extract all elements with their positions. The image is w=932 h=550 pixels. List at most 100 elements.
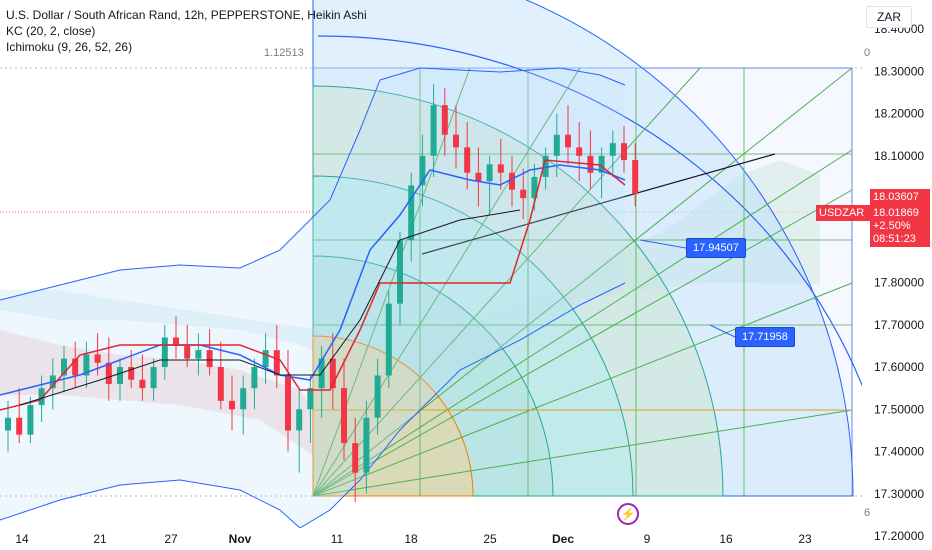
candle-body: [94, 354, 101, 363]
candle-body: [598, 155, 605, 173]
time-tick-label: 21: [93, 532, 107, 546]
chikou-line: [19, 209, 521, 406]
candle-body: [621, 143, 627, 161]
keltner-fill: [0, 68, 625, 528]
time-axis[interactable]: 14 21 27 Nov 11 18 25 Dec 9 16 23: [15, 532, 812, 546]
gann-fan-line-6: [312, 67, 471, 497]
time-tick-label: 11: [331, 532, 344, 546]
ichimoku-cloud: [0, 160, 820, 460]
candle-body: [408, 185, 415, 241]
candle-body: [217, 367, 224, 401]
keltner-upper: [0, 67, 626, 301]
keltner-channel: [0, 67, 626, 528]
price-tick-label: 17.40000: [874, 445, 924, 459]
countdown-label: 08:51:23: [870, 231, 930, 247]
price-tick-label: 17.80000: [874, 276, 924, 290]
candle-body: [397, 240, 403, 304]
candle-body: [352, 443, 359, 473]
indicator-ichimoku-label[interactable]: Ichimoku (9, 26, 52, 26): [6, 40, 133, 54]
candle-body: [553, 134, 560, 156]
candle-body: [161, 337, 168, 368]
tenkan-line: [0, 164, 626, 396]
time-tick-label: 14: [15, 532, 29, 546]
gann-fan-line-0: [312, 67, 853, 497]
candle-body: [576, 147, 583, 156]
candle-body: [475, 172, 482, 182]
cloud-bearish: [0, 330, 320, 460]
gann-fan-line-3: [312, 409, 853, 497]
price-tick-label: 17.60000: [874, 360, 924, 374]
candle-body: [16, 417, 23, 435]
candle-body: [341, 388, 347, 444]
keltner-lower: [0, 282, 626, 528]
candle-body: [72, 358, 79, 376]
gann-fan-line-2: [312, 282, 853, 497]
candle-body: [240, 388, 247, 410]
candle-body: [464, 147, 471, 173]
price-axis[interactable]: 18.4000018.3000018.2000018.1000018.00000…: [862, 0, 932, 550]
price-annotation-1[interactable]: 17.94507: [686, 238, 746, 258]
candle-body: [285, 375, 291, 431]
time-tick-label: 9: [644, 532, 651, 546]
candle-body: [509, 172, 515, 190]
time-tick-label: Dec: [552, 532, 574, 546]
candle-body: [441, 105, 448, 135]
gann-fan-line-5: [312, 67, 581, 497]
price-high-label: 18.03607: [870, 189, 930, 205]
trend-line: [421, 153, 776, 255]
price-annotation-2[interactable]: 17.71958: [735, 327, 795, 347]
currency-button[interactable]: ZAR: [866, 6, 912, 28]
candle-body: [61, 358, 67, 376]
candle-body: [632, 160, 639, 194]
candle-body: [542, 155, 549, 177]
lightning-icon[interactable]: ⚡: [617, 503, 639, 525]
gann-arc-2: [312, 175, 634, 497]
indicator-keltner-label[interactable]: KC (20, 2, close): [6, 24, 96, 38]
candle-body: [307, 388, 314, 410]
time-tick-label: Nov: [229, 532, 252, 546]
candle-body: [83, 354, 90, 376]
candle-body: [38, 388, 45, 406]
candle-body: [262, 350, 269, 368]
candle-body: [486, 164, 493, 182]
price-tick-label: 18.20000: [874, 107, 924, 121]
kijun-line: [0, 159, 626, 411]
candle-body: [497, 164, 504, 173]
gann-arc-3: [312, 85, 724, 497]
price-tick-label: 17.70000: [874, 318, 924, 332]
candle-body: [329, 358, 336, 389]
gann-arc-4: [312, 0, 854, 497]
candle-body: [385, 303, 392, 376]
ichimoku-lines: [0, 159, 626, 411]
candle-body: [251, 367, 258, 389]
annotation-pointer-1: [639, 239, 687, 249]
candle-body: [139, 379, 146, 389]
time-tick-label: 23: [798, 532, 812, 546]
candle-body: [173, 337, 179, 346]
candle-body: [273, 350, 280, 376]
price-tick-label: 17.30000: [874, 487, 924, 501]
candle-body: [105, 362, 112, 384]
annotation-pointer-2: [709, 324, 736, 338]
candle-body: [374, 375, 381, 418]
gann-outer-arc: [317, 35, 862, 387]
price-axis-bg: [862, 0, 932, 550]
candlesticks: [5, 84, 639, 503]
candle-body: [430, 105, 437, 156]
price-tick-label: 17.20000: [874, 529, 924, 543]
candle-body: [229, 400, 235, 410]
candle-body: [520, 189, 527, 199]
candle-body: [363, 417, 370, 473]
candle-body: [206, 350, 213, 368]
candle-body: [27, 405, 34, 435]
candle-body: [184, 345, 191, 359]
candle-body: [565, 134, 571, 148]
candle-body: [453, 134, 459, 148]
price-tick-label: 18.30000: [874, 64, 924, 78]
gann-fan-line-1: [312, 149, 853, 497]
side-mark-bottom: 6: [864, 507, 871, 519]
cloud-bullish: [320, 160, 820, 385]
candle-body: [195, 350, 202, 359]
time-tick-label: 27: [164, 532, 178, 546]
